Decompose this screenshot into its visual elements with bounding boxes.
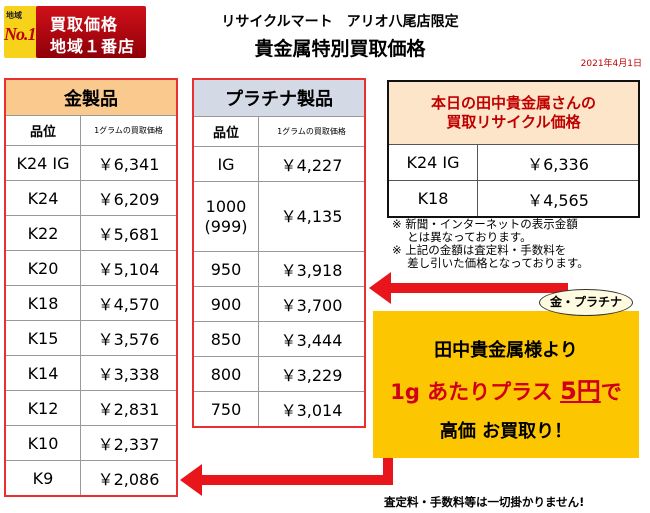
gold-price: ￥2,086 — [80, 460, 178, 497]
gold-price: ￥4,570 — [80, 285, 178, 321]
gold-col-price: 1グラムの買取価格 — [80, 115, 178, 146]
note-line: 差し引いた価格となっております。 — [392, 256, 589, 270]
gold-grade: K12 — [4, 390, 81, 426]
badge-line1: 買取価格 — [50, 15, 119, 34]
platinum-price: ￥3,700 — [258, 286, 366, 322]
gold-price: ￥6,341 — [80, 145, 178, 181]
promo-line2-a: 1g あたりプラス — [390, 380, 561, 404]
promo-line2-b: 5円 — [560, 377, 601, 405]
platinum-price: ￥3,918 — [258, 251, 366, 287]
table-row: 900 ￥3,700 — [192, 286, 366, 322]
gold-grade: K15 — [4, 320, 81, 356]
date-label: 2021年4月1日 — [580, 59, 642, 69]
badge-area-label: 地域 — [6, 11, 22, 20]
gold-col-grade: 品位 — [4, 115, 81, 146]
table-row: K24 IG ￥6,336 — [387, 144, 640, 181]
promo-line2: 1g あたりプラス 5円で — [373, 371, 639, 406]
badge-right-panel: 買取価格 地域１番店 — [36, 6, 146, 58]
tanaka-price: ￥6,336 — [477, 144, 640, 181]
gold-price: ￥6,209 — [80, 180, 178, 216]
platinum-price: ￥4,135 — [258, 181, 366, 252]
table-row: K18 ￥4,565 — [387, 180, 640, 218]
gold-price-table: 金製品 品位 1グラムの買取価格 K24 IG ￥6,341 K24 ￥6,209 … — [4, 78, 178, 497]
speech-bubble: 金・プラチナ — [539, 289, 633, 316]
tanaka-title-line2: 買取リサイクル価格 — [446, 113, 581, 131]
note-line: とは異なっております。 — [392, 230, 532, 244]
gold-grade: K14 — [4, 355, 81, 391]
platinum-grade: IG — [192, 146, 259, 182]
table-row: K24 IG ￥6,341 — [4, 145, 178, 181]
table-row: K24 ￥6,209 — [4, 180, 178, 216]
tanaka-price: ￥4,565 — [477, 180, 640, 218]
table-row: K10 ￥2,337 — [4, 425, 178, 461]
promo-line1: 田中貴金属様より — [434, 340, 578, 361]
gold-grade: K10 — [4, 425, 81, 461]
gold-grade: K18 — [4, 285, 81, 321]
platinum-table-title: プラチナ製品 — [192, 78, 366, 117]
platinum-col-price: 1グラムの買取価格 — [258, 116, 366, 147]
note-line: ※ 上記の金額は査定料・手数料を — [392, 243, 567, 257]
table-row: 1000 (999) ￥4,135 — [192, 181, 366, 252]
platinum-col-grade: 品位 — [192, 116, 259, 147]
badge-left-panel: 地域 No.1 — [4, 6, 38, 58]
table-row: K15 ￥3,576 — [4, 320, 178, 356]
gold-grade: K24 — [4, 180, 81, 216]
footer-note: 査定料・手数料等は一切掛かりません! — [384, 495, 585, 509]
notes: ※ 新聞・インターネットの表示金額 とは異なっております。 ※ 上記の金額は査定… — [392, 218, 589, 270]
gold-price: ￥3,576 — [80, 320, 178, 356]
table-row: 950 ￥3,918 — [192, 251, 366, 287]
gold-price: ￥3,338 — [80, 355, 178, 391]
platinum-grade: 800 — [192, 356, 259, 392]
table-row: K22 ￥5,681 — [4, 215, 178, 251]
gold-price: ￥2,831 — [80, 390, 178, 426]
platinum-grade-999: (999) — [204, 216, 248, 236]
gold-grade: K20 — [4, 250, 81, 286]
table-row: K9 ￥2,086 — [4, 460, 178, 497]
platinum-price: ￥3,014 — [258, 391, 366, 428]
badge-line2: 地域１番店 — [50, 37, 136, 56]
table-row: 800 ￥3,229 — [192, 356, 366, 392]
gold-price: ￥5,104 — [80, 250, 178, 286]
badge-no1: 地域 No.1 買取価格 地域１番店 — [4, 6, 146, 58]
tanaka-price-table: 本日の田中貴金属さんの 買取リサイクル価格 K24 IG ￥6,336 K18 ￥4… — [387, 80, 640, 218]
gold-grade: K22 — [4, 215, 81, 251]
gold-price: ￥2,337 — [80, 425, 178, 461]
platinum-grade: 1000 (999) — [192, 181, 259, 252]
tanaka-title-line1: 本日の田中貴金属さんの — [430, 94, 596, 112]
table-row: K20 ￥5,104 — [4, 250, 178, 286]
table-row: IG ￥4,227 — [192, 146, 366, 182]
platinum-price: ￥4,227 — [258, 146, 366, 182]
tanaka-table-title: 本日の田中貴金属さんの 買取リサイクル価格 — [387, 80, 640, 145]
badge-no1-label: No.1 — [4, 24, 36, 44]
platinum-price: ￥3,229 — [258, 356, 366, 392]
tanaka-grade: K24 IG — [387, 144, 478, 181]
table-row: K12 ￥2,831 — [4, 390, 178, 426]
gold-grade: K24 IG — [4, 145, 81, 181]
note-line: ※ 新聞・インターネットの表示金額 — [392, 217, 578, 231]
platinum-price: ￥3,444 — [258, 321, 366, 357]
tanaka-grade: K18 — [387, 180, 478, 218]
page-title: 貴金属特別買取価格 — [254, 38, 426, 60]
table-row: 750 ￥3,014 — [192, 391, 366, 428]
gold-price: ￥5,681 — [80, 215, 178, 251]
platinum-grade: 850 — [192, 321, 259, 357]
gold-grade: K9 — [4, 460, 81, 497]
table-row: K18 ￥4,570 — [4, 285, 178, 321]
platinum-grade: 750 — [192, 391, 259, 428]
table-row: 850 ￥3,444 — [192, 321, 366, 357]
platinum-grade-1000: 1000 — [205, 196, 247, 216]
platinum-grade: 950 — [192, 251, 259, 287]
promo-line3: 高価 お買取り！ — [439, 421, 573, 442]
promo-box: 田中貴金属様より 1g あたりプラス 5円で 高価 お買取り！ — [373, 311, 639, 458]
store-subtitle: リサイクルマート アリオ八尾店限定 — [221, 14, 459, 30]
platinum-grade: 900 — [192, 286, 259, 322]
platinum-price-table: プラチナ製品 品位 1グラムの買取価格 IG ￥4,227 1000 (999) ￥… — [192, 78, 366, 428]
table-row: K14 ￥3,338 — [4, 355, 178, 391]
promo-line2-c: で — [600, 380, 622, 404]
gold-table-title: 金製品 — [4, 78, 178, 116]
